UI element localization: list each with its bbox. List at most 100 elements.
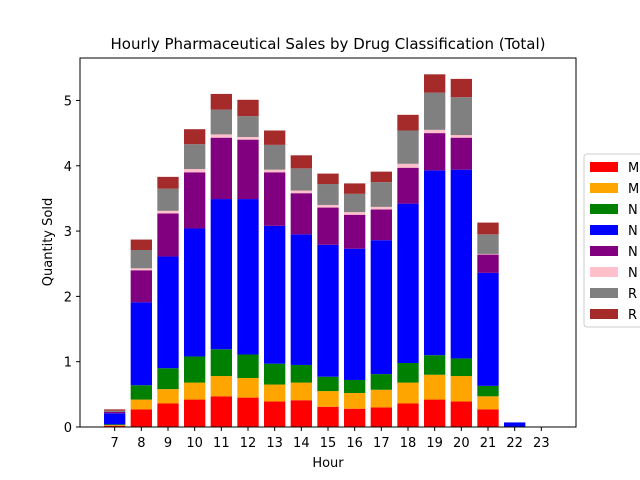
bar-segment-h11-s3 <box>210 199 232 350</box>
x-axis-label: Hour <box>312 456 344 471</box>
bar-segment-h16-s6 <box>344 193 366 213</box>
bar-segment-h12-s7 <box>237 99 259 117</box>
y-tick-label: 4 <box>64 160 72 175</box>
bar-segment-h16-s5 <box>344 212 366 215</box>
bar-segment-h10-s0 <box>184 399 206 427</box>
bar-segment-h20-s1 <box>450 376 472 402</box>
chart-title: Hourly Pharmaceutical Sales by Drug Clas… <box>111 35 546 53</box>
bar-segment-h11-s0 <box>210 396 232 427</box>
bar-segment-h14-s6 <box>290 168 312 191</box>
bar-segment-h13-s7 <box>264 130 286 145</box>
bar-segment-h20-s2 <box>450 358 472 377</box>
bar-segment-h21-s3 <box>477 272 499 386</box>
bar-segment-h18-s6 <box>397 130 419 164</box>
bar-segment-h16-s4 <box>344 214 366 249</box>
bar-segment-h18-s1 <box>397 382 419 404</box>
bar-segment-h8-s1 <box>130 399 152 410</box>
bar-segment-h14-s0 <box>290 400 312 427</box>
bar-segment-h19-s5 <box>424 129 446 134</box>
x-tick-label: 8 <box>137 436 145 451</box>
bar-segment-h12-s4 <box>237 139 259 200</box>
bar-segment-h17-s7 <box>370 171 392 183</box>
bar-segment-h15-s5 <box>317 204 339 208</box>
bar-segment-h17-s0 <box>370 407 392 427</box>
legend-swatch <box>590 183 618 193</box>
legend-swatch <box>590 309 618 319</box>
bar-segment-h12-s3 <box>237 199 259 355</box>
bar-segment-h12-s6 <box>237 116 259 138</box>
bar-segment-h11-s2 <box>210 349 232 377</box>
bar-segment-h13-s3 <box>264 225 286 364</box>
x-tick-label: 11 <box>213 436 230 451</box>
bar-segment-h12-s1 <box>237 378 259 398</box>
bar-segment-h18-s5 <box>397 163 419 168</box>
bar-segment-h16-s3 <box>344 248 366 380</box>
bar-segment-h8-s6 <box>130 250 152 269</box>
x-tick-label: 7 <box>111 436 119 451</box>
y-tick-label: 5 <box>64 94 72 109</box>
bars-layer <box>104 74 526 427</box>
legend-label: R <box>628 308 637 323</box>
bar-segment-h17-s5 <box>370 206 392 210</box>
bar-segment-h9-s2 <box>157 368 179 390</box>
bar-segment-h20-s5 <box>450 135 472 138</box>
bar-segment-h10-s6 <box>184 144 206 170</box>
bar-segment-h10-s2 <box>184 356 206 383</box>
bar-segment-h21-s7 <box>477 222 499 235</box>
legend-swatch <box>590 162 618 172</box>
bar-segment-h7-s7 <box>104 409 126 411</box>
bar-segment-h20-s3 <box>450 169 472 359</box>
legend-label: R <box>628 287 637 302</box>
bar-segment-h15-s0 <box>317 406 339 427</box>
bar-segment-h13-s4 <box>264 172 286 226</box>
bar-segment-h14-s4 <box>290 193 312 235</box>
y-axis-label: Quantity Sold <box>41 198 56 286</box>
bar-segment-h9-s4 <box>157 213 179 257</box>
bar-segment-h9-s7 <box>157 176 179 189</box>
legend-swatch <box>590 204 618 214</box>
bar-segment-h19-s0 <box>424 399 446 427</box>
bar-segment-h9-s1 <box>157 389 179 404</box>
bar-segment-h16-s2 <box>344 379 366 394</box>
legend-label: N <box>628 224 638 239</box>
bar-segment-h20-s6 <box>450 97 472 136</box>
legend-label: N <box>628 266 638 281</box>
y-tick-label: 3 <box>64 225 72 240</box>
legend-label: M <box>628 182 639 197</box>
bar-segment-h15-s4 <box>317 207 339 245</box>
bar-segment-h17-s2 <box>370 374 392 390</box>
bar-segment-h10-s4 <box>184 172 206 229</box>
bar-segment-h8-s3 <box>130 302 152 386</box>
bar-segment-h14-s7 <box>290 155 312 169</box>
bar-segment-h10-s3 <box>184 228 206 357</box>
bar-segment-h11-s6 <box>210 109 232 135</box>
bar-segment-h17-s3 <box>370 240 392 375</box>
bar-segment-h11-s7 <box>210 93 232 110</box>
bar-segment-h12-s0 <box>237 397 259 427</box>
x-tick-label: 18 <box>400 436 417 451</box>
bar-segment-h15-s6 <box>317 184 339 205</box>
legend-swatch <box>590 267 618 277</box>
bar-segment-h8-s4 <box>130 270 152 303</box>
x-tick-label: 19 <box>426 436 443 451</box>
y-axis: 0 1 2 3 4 5 <box>64 94 80 436</box>
legend-label: M <box>628 161 639 176</box>
x-tick-label: 21 <box>480 436 497 451</box>
bar-segment-h8-s5 <box>130 268 152 271</box>
bar-segment-h15-s7 <box>317 173 339 185</box>
x-tick-label: 13 <box>266 436 283 451</box>
bar-segment-h9-s5 <box>157 210 179 214</box>
bar-segment-h22-s3 <box>504 422 526 427</box>
x-tick-label: 14 <box>293 436 310 451</box>
bar-segment-h21-s2 <box>477 385 499 397</box>
bar-segment-h10-s1 <box>184 382 206 400</box>
bar-segment-h11-s4 <box>210 137 232 200</box>
y-tick-label: 2 <box>64 290 72 305</box>
bar-segment-h16-s0 <box>344 408 366 427</box>
bar-segment-h15-s1 <box>317 391 339 407</box>
x-tick-label: 9 <box>164 436 172 451</box>
x-tick-label: 17 <box>373 436 390 451</box>
bar-segment-h19-s7 <box>424 74 446 93</box>
bar-segment-h7-s3 <box>104 413 126 425</box>
